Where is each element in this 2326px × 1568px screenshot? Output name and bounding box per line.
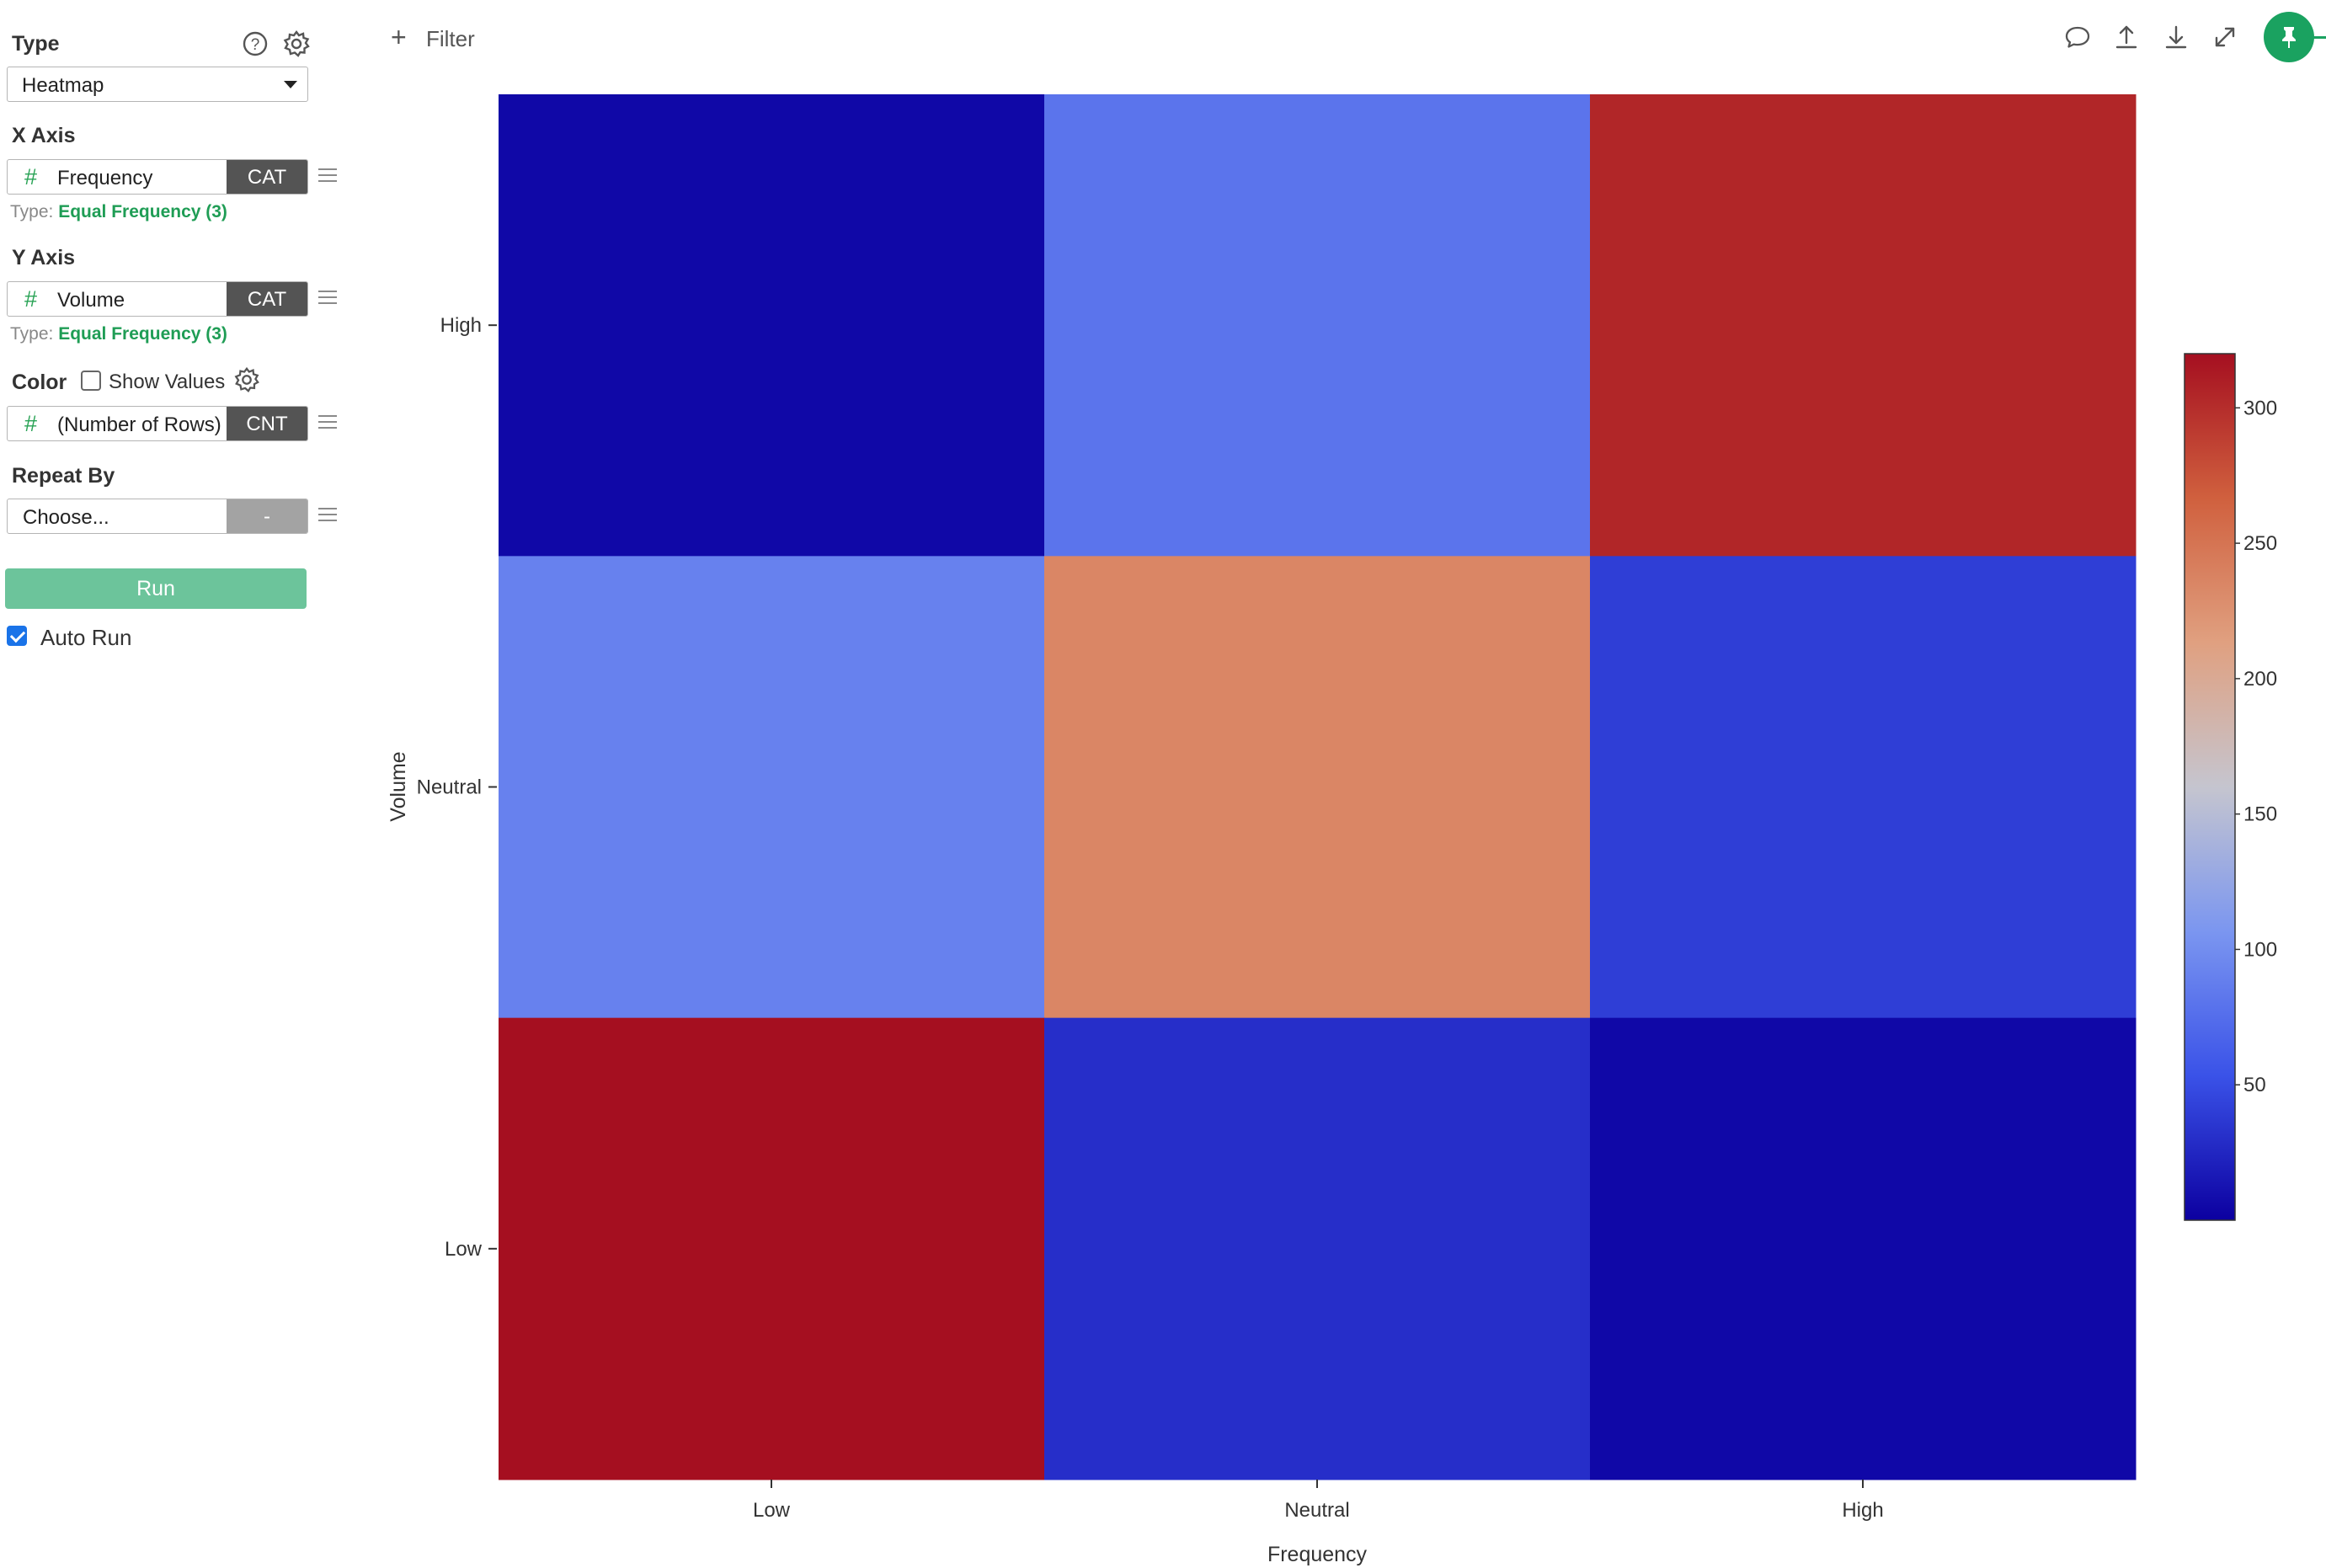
chart-type-value: Heatmap (22, 74, 104, 97)
y-axis-column-name: Volume (57, 289, 125, 312)
heatmap-cells (499, 94, 2137, 1480)
color-column-field[interactable]: # (Number of Rows) CNT (7, 406, 308, 441)
chart-settings-panel: Type ? Heatmap X Axis # Frequency CAT Ty… (0, 0, 354, 1568)
chart-type-select[interactable]: Heatmap (7, 67, 308, 102)
colorbar-tick-label: 100 (2243, 938, 2277, 961)
colorbar-scale (2184, 353, 2236, 1221)
auto-run-checkbox[interactable] (7, 626, 27, 646)
color-section-title: Color (12, 371, 67, 394)
colorbar-tick-label: 300 (2243, 397, 2277, 419)
y-axis-binning-value[interactable]: Equal Frequency (3) (58, 324, 227, 344)
x-tick-label: High (1842, 1499, 1883, 1522)
expand-icon[interactable] (2210, 22, 2240, 52)
show-values-label[interactable]: Show Values (109, 371, 226, 393)
x-axis-binning-value[interactable]: Equal Frequency (3) (58, 202, 227, 221)
comment-icon[interactable] (2062, 22, 2093, 52)
x-axis-section-title: X Axis (12, 124, 76, 147)
x-tick-label: Neutral (1284, 1499, 1349, 1522)
pin-icon (2282, 27, 2296, 48)
heatmap-cell-low-high (1590, 1017, 2137, 1480)
gear-icon[interactable] (281, 29, 312, 59)
heatmap-cell-high-high (1590, 94, 2137, 557)
help-icon[interactable]: ? (240, 29, 270, 59)
repeat-by-menu-icon[interactable] (318, 508, 337, 523)
x-axis-label: Frequency (1267, 1543, 1368, 1566)
heatmap-cell-neutral-low (499, 556, 1045, 1019)
plus-icon: + (391, 22, 407, 52)
heatmap-cell-low-low (499, 1017, 1045, 1480)
svg-text:?: ? (251, 36, 260, 54)
colorbar-tick-label: 150 (2243, 803, 2277, 826)
color-aggregation-tag[interactable]: CNT (227, 407, 307, 440)
numeric-column-icon: # (24, 164, 38, 189)
x-tick-label: Low (753, 1499, 791, 1522)
numeric-column-icon: # (24, 411, 38, 436)
y-axis: High Neutral Low (417, 314, 497, 1261)
y-axis-type-tag[interactable]: CAT (227, 282, 307, 316)
y-axis-binning-prefix: Type: (10, 324, 54, 344)
y-axis-label: Volume (387, 751, 410, 821)
y-tick-label: Low (445, 1238, 483, 1261)
auto-run-label[interactable]: Auto Run (40, 625, 132, 650)
pin-connector (2313, 36, 2326, 39)
heatmap-cell-high-neutral (1044, 94, 1591, 557)
x-axis-column-name: Frequency (57, 167, 153, 189)
y-axis-menu-icon[interactable] (318, 291, 337, 306)
numeric-column-icon: # (24, 286, 38, 312)
y-axis-binning-type[interactable]: Type: Equal Frequency (3) (10, 324, 227, 344)
colorbar-tick-label: 50 (2243, 1074, 2266, 1096)
x-axis-binning-type[interactable]: Type: Equal Frequency (3) (10, 202, 227, 222)
chevron-down-icon (284, 81, 297, 88)
y-tick-label: High (440, 314, 482, 337)
filter-label: Filter (426, 26, 475, 51)
repeat-by-placeholder: Choose... (23, 506, 109, 529)
heatmap-cell-neutral-high (1590, 556, 2137, 1019)
x-axis-column-field[interactable]: # Frequency CAT (7, 159, 308, 195)
color-settings-gear-icon[interactable] (232, 365, 261, 394)
repeat-by-type-tag[interactable]: - (227, 499, 307, 533)
heatmap-cell-high-low (499, 94, 1045, 557)
heatmap-cell-low-neutral (1044, 1017, 1591, 1480)
y-axis-section-title: Y Axis (12, 246, 76, 269)
colorbar-tick-label: 200 (2243, 668, 2277, 691)
run-button[interactable]: Run (5, 568, 307, 609)
type-section-title: Type (12, 32, 60, 56)
color-menu-icon[interactable] (318, 415, 337, 430)
y-axis-column-field[interactable]: # Volume CAT (7, 281, 308, 317)
color-column-name: (Number of Rows) (57, 413, 221, 436)
upload-icon[interactable] (2111, 22, 2142, 52)
x-axis-type-tag[interactable]: CAT (227, 160, 307, 194)
download-icon[interactable] (2161, 22, 2191, 52)
repeat-by-column-field[interactable]: Choose... - (7, 499, 308, 534)
heatmap-cell-neutral-neutral (1044, 556, 1591, 1019)
y-tick-label: Neutral (417, 776, 482, 799)
colorbar-tick-label: 250 (2243, 532, 2277, 555)
x-axis-menu-icon[interactable] (318, 168, 337, 184)
x-axis: Low Neutral High (753, 1480, 1884, 1522)
pin-button[interactable] (2264, 12, 2314, 62)
colorbar: 50 100 150 200 250 300 (2184, 353, 2277, 1221)
x-axis-binning-prefix: Type: (10, 202, 54, 221)
repeat-by-section-title: Repeat By (12, 464, 115, 488)
show-values-checkbox[interactable] (81, 371, 101, 391)
